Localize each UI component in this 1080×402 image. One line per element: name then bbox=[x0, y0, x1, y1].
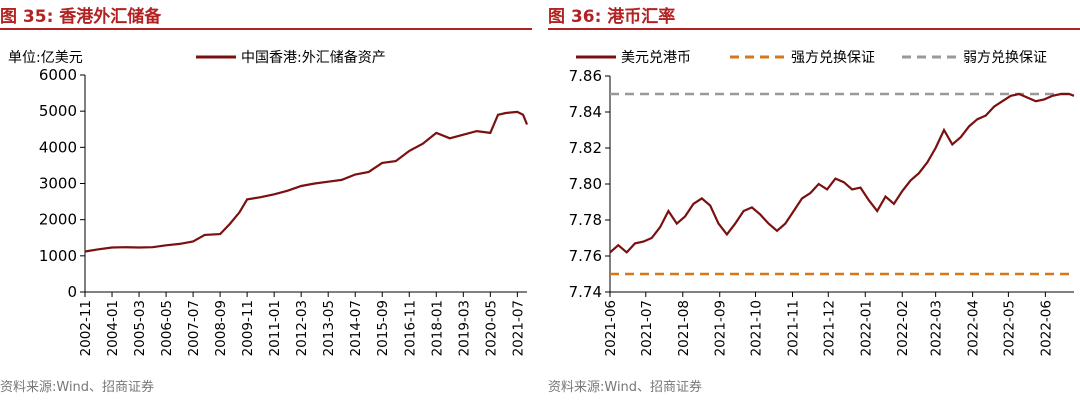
hkd-exchange-rate-chart: 7.74 7.76 7.78 7.80 7.82 7.84 7.86 2021-06 2021-… bbox=[569, 49, 1075, 356]
x-tick-label: 2018-01 bbox=[429, 300, 445, 356]
x-tick-label: 2013-05 bbox=[321, 300, 337, 356]
y-tick-label: 2000 bbox=[39, 211, 77, 229]
x-tick-label: 2022-01 bbox=[858, 300, 874, 356]
right-panel: 图 36: 港币汇率 7.74 7.76 7.78 7.80 7.82 7.84 7.86 2… bbox=[548, 0, 1080, 402]
x-tick-label: 2021-06 bbox=[603, 300, 619, 356]
x-tick-label: 2021-10 bbox=[749, 300, 765, 356]
x-tick-label: 2021-11 bbox=[785, 300, 801, 356]
x-tick-label: 2021-12 bbox=[821, 300, 837, 356]
legend-label-usd-hkd: 美元兑港币 bbox=[621, 50, 691, 66]
legend-label-weak-side: 弱方兑换保证 bbox=[963, 49, 1047, 66]
y-tick-label: 0 bbox=[67, 283, 77, 301]
right-title-rule bbox=[548, 28, 1080, 30]
x-tick-label: 2022-02 bbox=[895, 300, 911, 356]
x-tick-label: 2022-04 bbox=[966, 300, 982, 356]
x-tick-label: 2019-03 bbox=[456, 300, 472, 356]
y-tick-label: 7.76 bbox=[569, 247, 602, 265]
y-unit-label: 单位:亿美元 bbox=[8, 50, 83, 66]
left-chart-title: 图 35: 香港外汇储备 bbox=[0, 7, 162, 27]
x-tick-label: 2016-11 bbox=[402, 300, 418, 356]
x-tick-label: 2014-07 bbox=[348, 300, 364, 356]
x-tick-label: 2008-09 bbox=[213, 300, 229, 356]
x-tick-label: 2012-03 bbox=[294, 300, 310, 356]
left-source-note: 资料来源:Wind、招商证券 bbox=[0, 380, 155, 395]
x-tick-label: 2020-05 bbox=[483, 300, 499, 356]
y-tick-label: 7.86 bbox=[569, 67, 602, 85]
y-tick-label: 7.80 bbox=[569, 175, 602, 193]
x-tick-label: 2022-05 bbox=[1001, 300, 1017, 356]
y-tick-label: 7.84 bbox=[569, 103, 602, 121]
y-tick-label: 7.78 bbox=[569, 211, 602, 229]
x-tick-label: 2015-09 bbox=[375, 300, 391, 356]
right-chart-title: 图 36: 港币汇率 bbox=[548, 7, 676, 27]
x-tick-label: 2021-07 bbox=[639, 300, 655, 356]
x-tick-label: 2011-01 bbox=[267, 300, 283, 356]
x-tick-label: 2004-01 bbox=[105, 300, 121, 356]
left-title-rule bbox=[0, 28, 532, 30]
y-tick-label: 3000 bbox=[39, 175, 77, 193]
legend-label-strong-side: 强方兑换保证 bbox=[791, 49, 875, 66]
y-tick-label: 5000 bbox=[39, 102, 77, 120]
y-tick-label: 6000 bbox=[39, 66, 77, 84]
fx-reserves-chart: 单位:亿美元 0 1000 2000 3000 4000 5000 6000 2002-11 20… bbox=[8, 49, 529, 356]
x-tick-label: 2009-11 bbox=[240, 300, 256, 356]
x-tick-label: 2002-11 bbox=[78, 300, 94, 356]
y-tick-label: 1000 bbox=[39, 247, 77, 265]
x-tick-label: 2007-07 bbox=[186, 300, 202, 356]
x-tick-label: 2006-05 bbox=[159, 300, 175, 356]
x-tick-label: 2022-06 bbox=[1038, 300, 1054, 356]
y-tick-label: 4000 bbox=[39, 138, 77, 156]
y-tick-label: 7.74 bbox=[569, 283, 602, 301]
series-line-fx-reserves bbox=[84, 110, 529, 253]
legend-label-fx-reserves: 中国香港:外汇储备资产 bbox=[241, 49, 386, 66]
x-tick-label: 2022-03 bbox=[929, 300, 945, 356]
right-source-note: 资料来源:Wind、招商证券 bbox=[548, 380, 703, 395]
x-tick-label: 2021-09 bbox=[713, 300, 729, 356]
left-panel: 图 35: 香港外汇储备 单位:亿美元 0 1000 2000 3000 4000 5000… bbox=[0, 0, 532, 402]
y-tick-label: 7.82 bbox=[569, 139, 602, 157]
x-tick-label: 2005-03 bbox=[132, 300, 148, 356]
x-tick-label: 2021-07 bbox=[510, 300, 526, 356]
x-tick-label: 2021-08 bbox=[676, 300, 692, 356]
series-line-usd-hkd bbox=[609, 92, 1075, 254]
